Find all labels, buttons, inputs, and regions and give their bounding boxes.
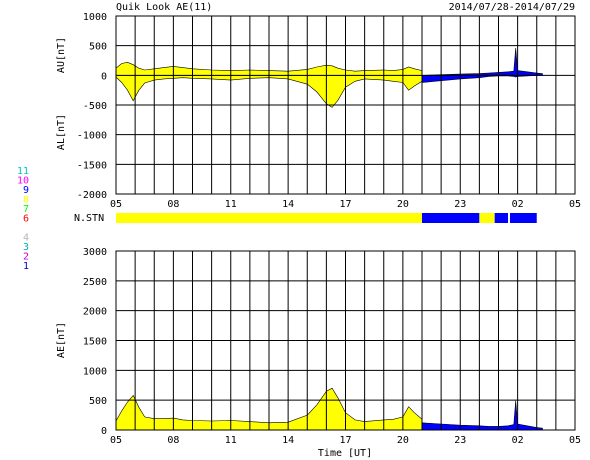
ae-ytick-label: 2500 bbox=[83, 277, 107, 288]
aual-series-3 bbox=[421, 75, 543, 83]
ae-xtick-label: 05 bbox=[569, 435, 581, 446]
ae-xtick-label: 08 bbox=[167, 435, 179, 446]
stn-segment bbox=[494, 213, 509, 223]
legend-station-3: 3 bbox=[23, 242, 29, 253]
aual-xtick-label: 17 bbox=[339, 199, 351, 210]
ae-frame bbox=[115, 250, 576, 431]
ae-xtick-label: 02 bbox=[512, 435, 524, 446]
aual-ytick-label: 500 bbox=[89, 42, 107, 53]
aual-xtick-label: 05 bbox=[569, 199, 581, 210]
aual-series-2 bbox=[421, 47, 543, 76]
station-count-panel bbox=[116, 213, 537, 223]
ae-xtick-label: 17 bbox=[339, 435, 351, 446]
ae-ytick-label: 1500 bbox=[83, 337, 107, 348]
aual-xtick-label: 20 bbox=[397, 199, 409, 210]
legend-station-4: 4 bbox=[23, 233, 29, 244]
stn-segment bbox=[509, 213, 537, 223]
aual-xtick-label: 23 bbox=[454, 199, 466, 210]
stn-segment bbox=[508, 213, 510, 223]
ae-ytick-label: 2000 bbox=[83, 307, 107, 318]
legend-station-6: 6 bbox=[23, 214, 29, 225]
aual-xtick-label: 08 bbox=[167, 199, 179, 210]
aual-ytick-label: -500 bbox=[83, 101, 107, 112]
aual-xtick-label: 05 bbox=[110, 199, 122, 210]
ae-ytick-label: 500 bbox=[89, 396, 107, 407]
time-axis-label: Time [UT] bbox=[318, 448, 372, 459]
stn-segment bbox=[479, 213, 495, 223]
ae-xtick-label: 11 bbox=[225, 435, 237, 446]
aual-xtick-label: 02 bbox=[512, 199, 524, 210]
stn-segment bbox=[116, 213, 422, 223]
legend-station-8: 8 bbox=[23, 195, 29, 206]
ae-xtick-label: 20 bbox=[397, 435, 409, 446]
ae-axis-label: AE[nT] bbox=[56, 322, 67, 358]
aual-xtick-label: 14 bbox=[282, 199, 294, 210]
date-range: 2014/07/28-2014/07/29 bbox=[449, 2, 575, 13]
aual-ytick-label: 1000 bbox=[83, 12, 107, 23]
aual-ytick-label: -1500 bbox=[77, 160, 107, 171]
stn-label: N.STN bbox=[74, 213, 104, 224]
ae-ytick-label: 1000 bbox=[83, 366, 107, 377]
al-axis-label: AL[nT] bbox=[56, 114, 67, 150]
au-axis-label: AU[nT] bbox=[56, 37, 67, 73]
stn-segment bbox=[422, 213, 480, 223]
aual-ytick-label: -1000 bbox=[77, 131, 107, 142]
legend-station-2: 2 bbox=[23, 252, 29, 263]
legend-station-11: 11 bbox=[17, 166, 29, 177]
ae-xtick-label: 23 bbox=[454, 435, 466, 446]
legend-station-1: 1 bbox=[23, 261, 29, 272]
legend-station-9: 9 bbox=[23, 185, 29, 196]
ae-xtick-label: 14 bbox=[282, 435, 294, 446]
aual-ytick-label: 0 bbox=[101, 71, 107, 82]
aual-frame bbox=[115, 15, 576, 195]
chart-title: Quik Look AE(11) bbox=[116, 2, 212, 13]
ae-ytick-label: 3000 bbox=[83, 247, 107, 258]
ae-xtick-label: 05 bbox=[110, 435, 122, 446]
aual-xtick-label: 11 bbox=[225, 199, 237, 210]
aual-ytick-label: -2000 bbox=[77, 190, 107, 201]
ae-series-1 bbox=[421, 400, 543, 431]
ae-ytick-label: 0 bbox=[101, 426, 107, 437]
legend-station-5: 5 bbox=[23, 223, 29, 234]
legend-station-10: 10 bbox=[17, 176, 29, 187]
legend-station-7: 7 bbox=[23, 204, 29, 215]
